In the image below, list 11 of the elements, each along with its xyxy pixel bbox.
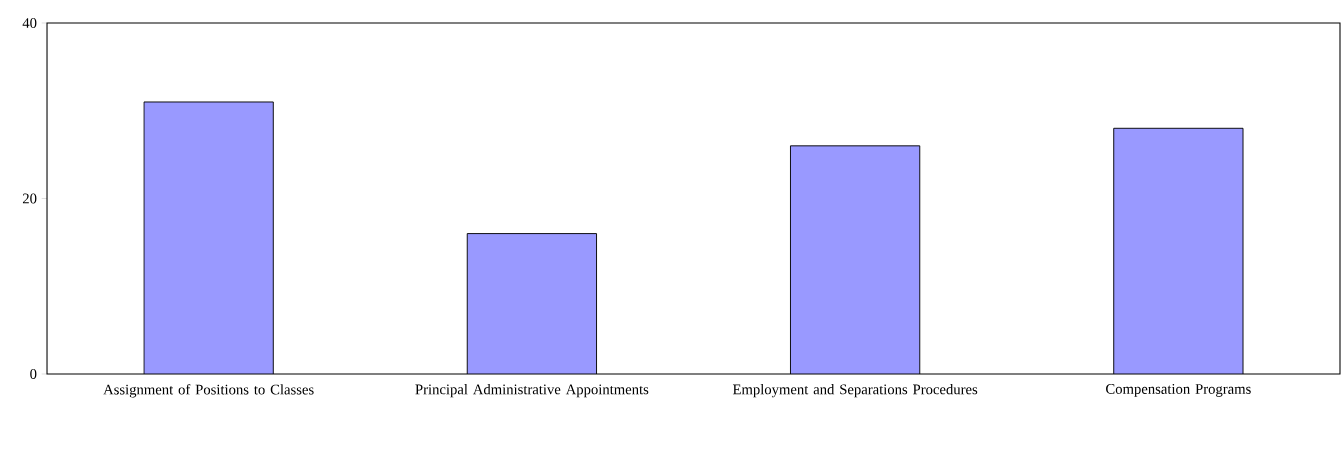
- x-tick-label: Principal Administrative Appointments: [415, 384, 649, 398]
- bar: [1113, 127, 1244, 374]
- bar: [466, 233, 598, 374]
- bar: [143, 101, 274, 374]
- x-tick-label: Employment and Separations Procedures: [732, 384, 978, 398]
- bar: [790, 145, 921, 374]
- y-tick-label: 40: [22, 18, 37, 28]
- x-tick-label: Compensation Programs: [1106, 384, 1251, 397]
- y-tick-label: 0: [30, 369, 37, 379]
- y-tick-label: 20: [22, 193, 37, 204]
- x-tick-label: Assignment of Positions to Classes: [103, 384, 314, 398]
